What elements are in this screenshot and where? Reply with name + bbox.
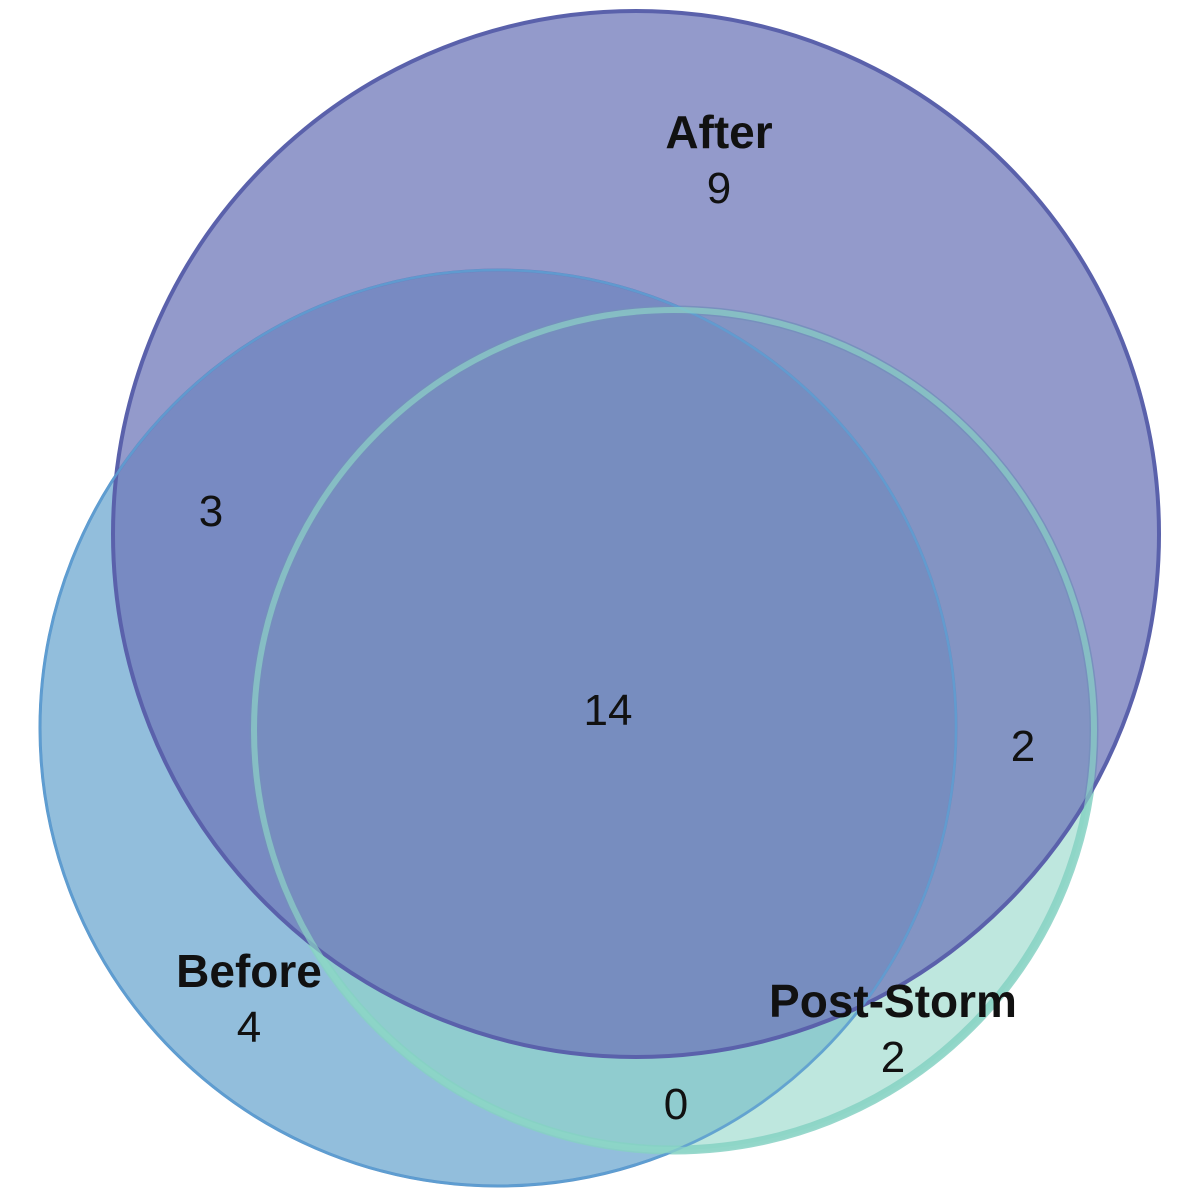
set-circles (38, 9, 1161, 1188)
count-post-storm-only: 2 (881, 1033, 905, 1082)
count-all-three: 14 (584, 686, 633, 735)
count-before-only: 4 (237, 1003, 261, 1052)
circle-after (111, 9, 1161, 1059)
label-post-storm: Post-Storm (769, 975, 1017, 1027)
count-after-before: 3 (199, 487, 223, 536)
label-before: Before (176, 945, 322, 997)
count-after-only: 9 (707, 164, 731, 213)
circle-before-outline (38, 268, 958, 1188)
label-after: After (665, 106, 772, 158)
count-before-post-storm: 0 (664, 1080, 688, 1129)
circle-post-storm-outline (251, 307, 1097, 1153)
count-after-post-storm: 2 (1011, 722, 1035, 771)
